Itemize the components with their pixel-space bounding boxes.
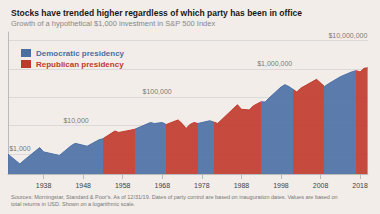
svg-text:Stocks have trended higher reg: Stocks have trended higher regardless of… xyxy=(11,8,302,18)
svg-text:1938: 1938 xyxy=(36,182,52,189)
svg-text:$10,000: $10,000 xyxy=(63,117,88,124)
svg-text:$1,000,000: $1,000,000 xyxy=(257,60,292,67)
svg-text:$100,000: $100,000 xyxy=(143,88,172,95)
svg-text:Republican presidency: Republican presidency xyxy=(36,60,124,69)
svg-text:1988: 1988 xyxy=(234,182,250,189)
svg-text:1948: 1948 xyxy=(75,182,91,189)
svg-text:2018: 2018 xyxy=(352,182,368,189)
svg-text:2008: 2008 xyxy=(313,182,329,189)
svg-text:$10,000,000: $10,000,000 xyxy=(328,32,367,39)
svg-text:1998: 1998 xyxy=(273,182,289,189)
svg-text:total returns in USD. Shown on: total returns in USD. Shown on a logarit… xyxy=(11,201,136,207)
svg-text:$1,000: $1,000 xyxy=(9,145,31,152)
svg-text:Democratic presidency: Democratic presidency xyxy=(36,49,125,58)
svg-text:1958: 1958 xyxy=(115,182,131,189)
svg-text:1968: 1968 xyxy=(154,182,170,189)
svg-text:Growth of a hypothetical $1,00: Growth of a hypothetical $1,000 investme… xyxy=(11,19,215,28)
svg-text:1978: 1978 xyxy=(194,182,210,189)
svg-text:Sources: Morningstar, Standard: Sources: Morningstar, Standard & Poor's.… xyxy=(11,194,338,200)
